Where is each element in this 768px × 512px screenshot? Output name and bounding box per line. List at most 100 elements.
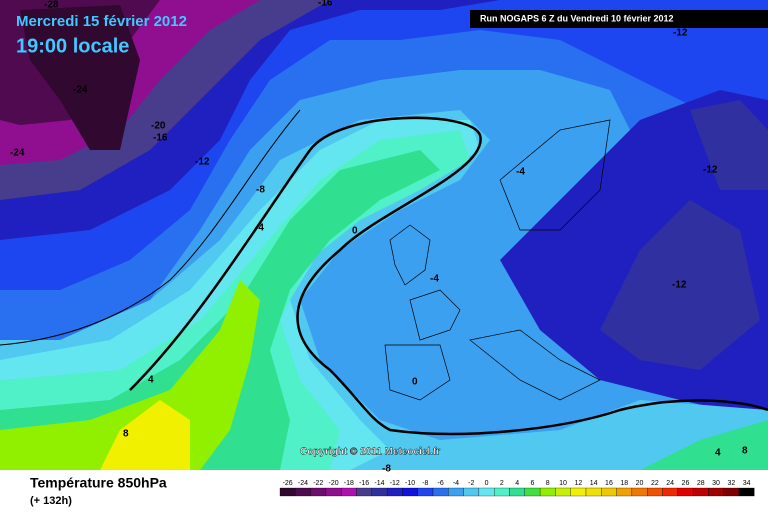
legend-label: -14 — [374, 480, 384, 487]
legend-swatch — [677, 487, 694, 497]
legend-swatch — [279, 487, 296, 497]
contour-label: -12 — [672, 280, 687, 291]
legend-swatch — [708, 487, 724, 497]
legend-swatch — [386, 487, 403, 497]
legend-swatch — [662, 487, 678, 497]
contour-zero — [129, 116, 768, 436]
legend-label: -26 — [283, 480, 293, 487]
contour-label: 0 — [352, 226, 358, 237]
legend-label: 20 — [636, 480, 644, 487]
legend-label: 30 — [712, 480, 720, 487]
legend-swatch — [555, 487, 571, 497]
legend-swatch — [509, 487, 525, 497]
legend-label: -8 — [422, 480, 428, 487]
legend-label: 6 — [530, 480, 534, 487]
legend-label: 34 — [743, 480, 751, 487]
band-minus-28 — [20, 5, 140, 150]
copyright: Copyright © 2011 Meteociel.fr — [300, 447, 440, 458]
legend-label: 28 — [697, 480, 705, 487]
legend-swatch — [616, 487, 633, 497]
legend-label: -6 — [438, 480, 444, 487]
legend-swatch — [494, 487, 510, 497]
contour-label: -16 — [318, 0, 333, 9]
legend-label: 10 — [559, 480, 567, 487]
contour-label: -20 — [151, 121, 166, 132]
legend-swatch — [463, 487, 480, 497]
legend-label: 18 — [620, 480, 628, 487]
footer-title: Température 850hPa — [30, 475, 167, 491]
legend-label: 4 — [515, 480, 519, 487]
legend-swatch — [631, 487, 648, 497]
legend-label: 32 — [727, 480, 735, 487]
band-east-minus-14 — [600, 200, 760, 370]
legend-swatch — [539, 487, 556, 497]
contour-label: 0 — [412, 377, 418, 388]
legend-swatch — [723, 487, 740, 497]
contour-label: -12 — [195, 157, 210, 168]
legend-label: 0 — [485, 480, 489, 487]
contour-label: 8 — [742, 446, 748, 457]
contour-label: -16 — [153, 133, 168, 144]
contour-label: -8 — [382, 464, 391, 475]
legend-swatch — [295, 487, 311, 497]
contour-label: -28 — [44, 0, 59, 11]
band-se-plus-4 — [640, 420, 768, 470]
time-title: 19:00 locale — [16, 35, 129, 57]
legend-swatch — [738, 487, 755, 497]
contour-label: -4 — [516, 167, 525, 178]
band-plus-4 — [0, 150, 440, 470]
legend-swatch — [432, 487, 449, 497]
legend-swatch — [448, 487, 464, 497]
contour-label: 4 — [715, 448, 721, 459]
band-north-minus-14 — [690, 100, 768, 190]
legend-label: 16 — [605, 480, 613, 487]
legend-label: -2 — [468, 480, 474, 487]
legend-label: -22 — [313, 480, 323, 487]
contour-label: -4 — [255, 223, 264, 234]
legend-swatch — [570, 487, 587, 497]
legend-swatch — [601, 487, 617, 497]
contour-label: -12 — [703, 165, 718, 176]
legend-swatch — [692, 487, 709, 497]
footer-subtitle: (+ 132h) — [30, 495, 72, 507]
legend-label: -16 — [359, 480, 369, 487]
band-plus-12 — [100, 400, 190, 470]
legend-swatch — [585, 487, 602, 497]
legend-label: 12 — [574, 480, 582, 487]
contour-label: -8 — [256, 185, 265, 196]
contour-label: -4 — [430, 274, 439, 285]
legend-swatch — [310, 487, 327, 497]
legend-label: -4 — [453, 480, 459, 487]
contour-labels: -28 -16-24-20-16-24-12-8-4 048-4-4-12-12-1… — [10, 0, 748, 475]
legend-swatch — [341, 487, 357, 497]
run-info: Run NOGAPS 6 Z du Vendredi 10 février 20… — [480, 13, 674, 23]
contour-label: 8 — [123, 429, 129, 440]
band-plus-8 — [0, 280, 260, 470]
legend-label: 24 — [666, 480, 674, 487]
legend-swatch — [356, 487, 372, 497]
contour-label: 4 — [148, 375, 154, 386]
legend-label: 2 — [500, 480, 504, 487]
legend-label: -24 — [298, 480, 308, 487]
legend-label: 8 — [546, 480, 550, 487]
coastline — [384, 119, 611, 401]
legend-label: -18 — [344, 480, 354, 487]
legend-swatch — [417, 487, 434, 497]
legend-swatch — [371, 487, 388, 497]
legend-swatch — [402, 487, 418, 497]
legend-swatch — [478, 487, 495, 497]
run-box — [470, 10, 768, 28]
legend-label: -10 — [405, 480, 415, 487]
contour-line — [0, 109, 301, 346]
legend-swatch — [325, 487, 342, 497]
legend-swatch — [524, 487, 541, 497]
legend-label: 14 — [590, 480, 598, 487]
contour-label: -12 — [673, 28, 688, 39]
legend: -26 -24 -22 -20 -18 -16 -14 -12 -10 -8 -6 -4 -2 0 2 4 6 8… — [279, 480, 755, 497]
date-title: Mercredi 15 février 2012 — [16, 13, 187, 30]
legend-label: 26 — [682, 480, 690, 487]
legend-label: -12 — [390, 480, 400, 487]
legend-label: -20 — [328, 480, 338, 487]
contour-label: -24 — [73, 85, 88, 96]
